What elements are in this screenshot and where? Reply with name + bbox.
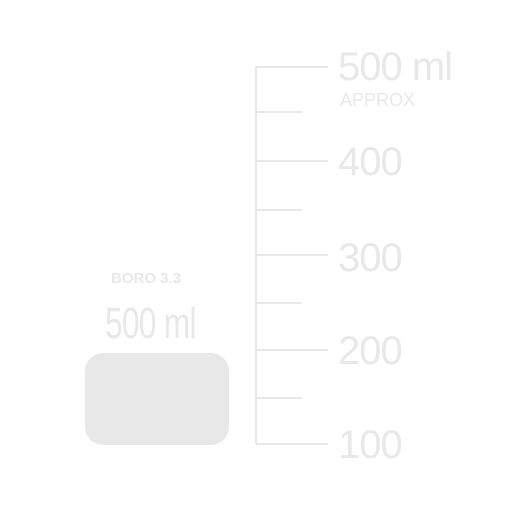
graduation-approx-label: APPROX: [340, 91, 415, 109]
graduation-label-500: 500 ml: [338, 47, 452, 87]
graduation-label-400: 400: [338, 142, 402, 182]
graduation-label-300: 300: [338, 238, 402, 278]
writing-label-area: [85, 353, 229, 445]
graduation-label-100: 100: [338, 425, 402, 465]
capacity-label: 500 ml: [105, 302, 196, 346]
graduation-label-200: 200: [338, 331, 402, 371]
material-label: BORO 3.3: [111, 271, 181, 286]
